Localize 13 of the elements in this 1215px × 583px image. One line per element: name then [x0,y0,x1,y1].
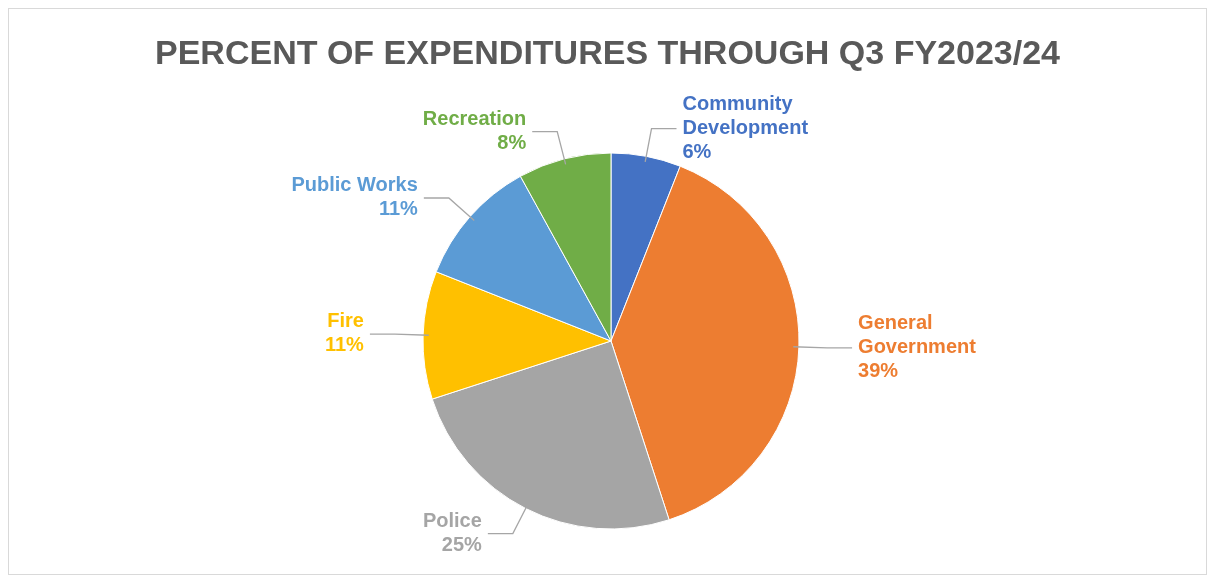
chart-title: PERCENT OF EXPENDITURES THROUGH Q3 FY2023/24 [155,33,1061,71]
data-label: 11% [324,333,365,356]
slice-label: Public Works [291,173,418,196]
slice-label: Recreation [422,106,527,129]
data-label: 25% [441,532,483,555]
data-label: 8% [497,130,527,153]
slice-label: General Government [858,311,977,358]
data-label: 39% [858,359,899,382]
slice-label: Community Development [682,91,809,138]
slice-label: Fire [327,309,364,332]
data-label: 11% [378,197,419,220]
slice-label: Police [422,508,482,531]
data-label: 6% [682,139,712,162]
